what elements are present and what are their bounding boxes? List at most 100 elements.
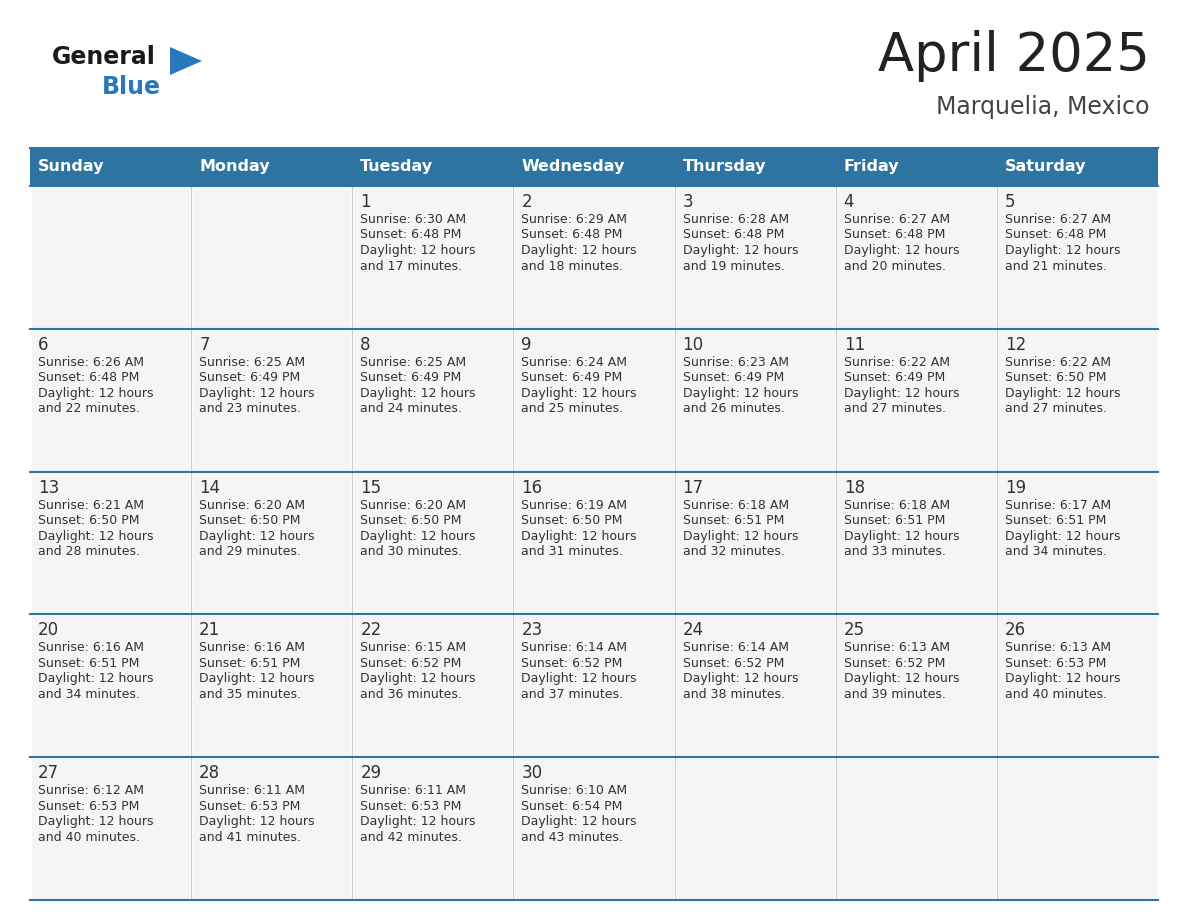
Text: and 41 minutes.: and 41 minutes.: [200, 831, 301, 844]
Text: Sunset: 6:49 PM: Sunset: 6:49 PM: [200, 371, 301, 385]
Text: Sunrise: 6:17 AM: Sunrise: 6:17 AM: [1005, 498, 1111, 511]
Text: Sunrise: 6:25 AM: Sunrise: 6:25 AM: [200, 356, 305, 369]
Bar: [30, 757, 191, 900]
Bar: [675, 614, 835, 757]
Text: 15: 15: [360, 478, 381, 497]
Text: 22: 22: [360, 621, 381, 640]
Text: Daylight: 12 hours: Daylight: 12 hours: [522, 672, 637, 686]
Bar: [513, 757, 675, 900]
Text: 4: 4: [843, 193, 854, 211]
Bar: [30, 614, 191, 757]
Text: Daylight: 12 hours: Daylight: 12 hours: [522, 815, 637, 828]
Text: 25: 25: [843, 621, 865, 640]
Bar: [997, 472, 1158, 614]
Text: and 30 minutes.: and 30 minutes.: [360, 545, 462, 558]
Text: 11: 11: [843, 336, 865, 353]
Text: 26: 26: [1005, 621, 1026, 640]
Bar: [513, 614, 675, 757]
Text: and 18 minutes.: and 18 minutes.: [522, 260, 624, 273]
Text: 3: 3: [683, 193, 693, 211]
Text: 23: 23: [522, 621, 543, 640]
Bar: [675, 186, 835, 329]
Bar: [835, 472, 997, 614]
Text: Sunrise: 6:18 AM: Sunrise: 6:18 AM: [843, 498, 950, 511]
Text: Sunset: 6:50 PM: Sunset: 6:50 PM: [38, 514, 139, 527]
Text: Sunrise: 6:22 AM: Sunrise: 6:22 AM: [1005, 356, 1111, 369]
Text: 9: 9: [522, 336, 532, 353]
Bar: [191, 614, 353, 757]
Text: 2: 2: [522, 193, 532, 211]
Polygon shape: [170, 47, 202, 75]
Text: Sunset: 6:51 PM: Sunset: 6:51 PM: [38, 657, 139, 670]
Text: April 2025: April 2025: [878, 30, 1150, 82]
Text: Daylight: 12 hours: Daylight: 12 hours: [843, 386, 959, 400]
Text: Sunset: 6:50 PM: Sunset: 6:50 PM: [522, 514, 623, 527]
Text: and 23 minutes.: and 23 minutes.: [200, 402, 301, 415]
Text: Sunset: 6:49 PM: Sunset: 6:49 PM: [843, 371, 944, 385]
Text: Sunrise: 6:21 AM: Sunrise: 6:21 AM: [38, 498, 144, 511]
Text: 28: 28: [200, 764, 220, 782]
Text: Sunrise: 6:28 AM: Sunrise: 6:28 AM: [683, 213, 789, 226]
Text: 5: 5: [1005, 193, 1016, 211]
Text: Sunset: 6:50 PM: Sunset: 6:50 PM: [1005, 371, 1106, 385]
Text: and 20 minutes.: and 20 minutes.: [843, 260, 946, 273]
Text: and 33 minutes.: and 33 minutes.: [843, 545, 946, 558]
Text: Sunset: 6:52 PM: Sunset: 6:52 PM: [843, 657, 946, 670]
Text: 18: 18: [843, 478, 865, 497]
Text: and 35 minutes.: and 35 minutes.: [200, 688, 301, 701]
Text: Sunrise: 6:19 AM: Sunrise: 6:19 AM: [522, 498, 627, 511]
Text: and 28 minutes.: and 28 minutes.: [38, 545, 140, 558]
Text: and 32 minutes.: and 32 minutes.: [683, 545, 784, 558]
Text: 14: 14: [200, 478, 220, 497]
Text: Sunset: 6:48 PM: Sunset: 6:48 PM: [522, 229, 623, 241]
Text: and 34 minutes.: and 34 minutes.: [38, 688, 140, 701]
Text: Sunrise: 6:12 AM: Sunrise: 6:12 AM: [38, 784, 144, 797]
Text: and 31 minutes.: and 31 minutes.: [522, 545, 624, 558]
Text: Sunset: 6:51 PM: Sunset: 6:51 PM: [683, 514, 784, 527]
Text: 17: 17: [683, 478, 703, 497]
Text: Sunrise: 6:27 AM: Sunrise: 6:27 AM: [1005, 213, 1111, 226]
Text: Daylight: 12 hours: Daylight: 12 hours: [1005, 386, 1120, 400]
Text: Sunset: 6:53 PM: Sunset: 6:53 PM: [360, 800, 462, 812]
Bar: [835, 329, 997, 472]
Text: and 43 minutes.: and 43 minutes.: [522, 831, 624, 844]
Text: Sunrise: 6:25 AM: Sunrise: 6:25 AM: [360, 356, 467, 369]
Text: and 17 minutes.: and 17 minutes.: [360, 260, 462, 273]
Text: Sunset: 6:50 PM: Sunset: 6:50 PM: [200, 514, 301, 527]
Text: Wednesday: Wednesday: [522, 160, 625, 174]
Text: Sunrise: 6:15 AM: Sunrise: 6:15 AM: [360, 642, 467, 655]
Bar: [191, 329, 353, 472]
Text: 8: 8: [360, 336, 371, 353]
Text: Daylight: 12 hours: Daylight: 12 hours: [360, 672, 475, 686]
Text: and 42 minutes.: and 42 minutes.: [360, 831, 462, 844]
Text: Blue: Blue: [102, 75, 162, 99]
Bar: [353, 148, 513, 186]
Bar: [835, 148, 997, 186]
Bar: [513, 329, 675, 472]
Bar: [675, 472, 835, 614]
Text: Sunday: Sunday: [38, 160, 105, 174]
Text: 6: 6: [38, 336, 49, 353]
Text: Daylight: 12 hours: Daylight: 12 hours: [200, 386, 315, 400]
Text: and 34 minutes.: and 34 minutes.: [1005, 545, 1107, 558]
Text: 13: 13: [38, 478, 59, 497]
Text: Daylight: 12 hours: Daylight: 12 hours: [522, 386, 637, 400]
Text: Sunrise: 6:30 AM: Sunrise: 6:30 AM: [360, 213, 467, 226]
Text: and 27 minutes.: and 27 minutes.: [1005, 402, 1107, 415]
Text: Daylight: 12 hours: Daylight: 12 hours: [522, 244, 637, 257]
Text: Daylight: 12 hours: Daylight: 12 hours: [200, 530, 315, 543]
Text: Daylight: 12 hours: Daylight: 12 hours: [1005, 244, 1120, 257]
Text: Daylight: 12 hours: Daylight: 12 hours: [200, 672, 315, 686]
Text: Marquelia, Mexico: Marquelia, Mexico: [936, 95, 1150, 119]
Text: Sunrise: 6:11 AM: Sunrise: 6:11 AM: [200, 784, 305, 797]
Text: Sunset: 6:49 PM: Sunset: 6:49 PM: [360, 371, 461, 385]
Text: Sunrise: 6:18 AM: Sunrise: 6:18 AM: [683, 498, 789, 511]
Text: Sunset: 6:51 PM: Sunset: 6:51 PM: [843, 514, 946, 527]
Bar: [675, 757, 835, 900]
Text: 10: 10: [683, 336, 703, 353]
Text: Daylight: 12 hours: Daylight: 12 hours: [200, 815, 315, 828]
Text: Daylight: 12 hours: Daylight: 12 hours: [683, 386, 798, 400]
Text: Daylight: 12 hours: Daylight: 12 hours: [843, 672, 959, 686]
Text: Daylight: 12 hours: Daylight: 12 hours: [522, 530, 637, 543]
Text: Sunset: 6:49 PM: Sunset: 6:49 PM: [522, 371, 623, 385]
